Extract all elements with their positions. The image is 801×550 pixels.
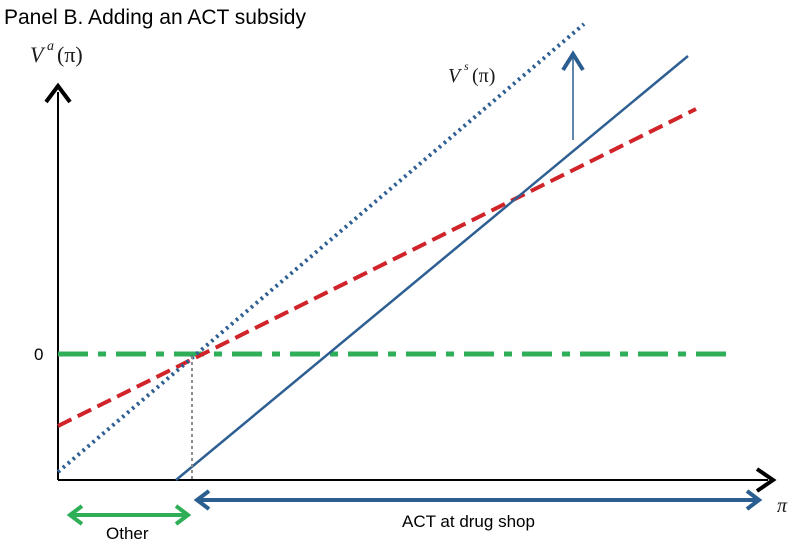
panel-title: Panel B. Adding an ACT subsidy	[4, 6, 306, 29]
zero-tick-label: 0	[34, 345, 43, 364]
y-axis-label: V a (π)	[30, 39, 83, 67]
vs-label-sup: s	[464, 59, 469, 73]
blue-dotted-line	[56, 22, 586, 474]
vs-label-main: V	[448, 65, 463, 87]
subsidy-shift-arrow	[561, 50, 585, 140]
other-arrow-left-head	[66, 504, 84, 526]
shift-arrow-head	[561, 50, 585, 72]
y-axis-label-sup: a	[47, 39, 54, 54]
y-axis-label-arg: (π)	[57, 42, 83, 67]
vs-label-arg: (π)	[472, 65, 495, 87]
y-axis-arrowhead	[44, 82, 72, 104]
vs-line-label: V s (π)	[448, 59, 495, 87]
x-axis-arrowhead	[755, 467, 777, 493]
other-region-arrow	[66, 504, 192, 526]
x-axis-label: π	[777, 495, 788, 517]
act-arrow-right-head	[745, 489, 763, 511]
red-dashed-line	[57, 107, 697, 428]
other-region-label: Other	[106, 524, 149, 543]
act-arrow-left-head	[193, 489, 211, 511]
other-arrow-right-head	[174, 504, 192, 526]
vs-solid-line	[175, 55, 689, 481]
act-region-label: ACT at drug shop	[402, 512, 535, 531]
y-axis-label-main: V	[30, 42, 46, 67]
act-region-arrow	[193, 489, 763, 511]
